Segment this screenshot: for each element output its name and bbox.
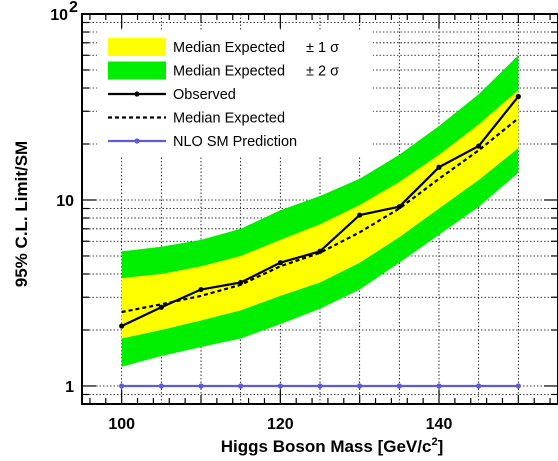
sm-prediction-point — [357, 383, 363, 389]
observed-point — [277, 260, 283, 266]
legend-marker — [134, 138, 140, 144]
y-axis-title: 95% C.L. Limit/SM — [12, 141, 31, 287]
legend-label: Median Expected — [173, 64, 285, 80]
legend-symbol: ± 1 σ — [306, 40, 339, 56]
observed-point — [238, 279, 244, 286]
x-tick-label: 120 — [267, 416, 294, 433]
observed-point — [515, 93, 521, 100]
sm-prediction-point — [396, 383, 402, 389]
sm-prediction-point — [436, 383, 442, 389]
legend: Median Expected ± 1 σ Median Expected ± 2 σ… — [97, 30, 373, 156]
sm-prediction-point — [476, 383, 482, 389]
observed-point — [119, 323, 125, 329]
observed-point — [198, 286, 204, 293]
legend-swatch — [108, 61, 166, 80]
x-axis-title-end: ] — [438, 437, 444, 456]
y-tick-label-superscript: 2 — [69, 0, 78, 16]
sm-prediction-point — [317, 383, 323, 389]
x-axis-title: Higgs Boson Mass [GeV/c2] — [221, 436, 443, 456]
y-tick-label: 1 — [65, 379, 74, 396]
data-series — [119, 55, 521, 389]
median-expected-line — [121, 117, 519, 314]
legend-marker — [134, 91, 140, 97]
legend-swatch — [108, 38, 166, 56]
legend-label: NLO SM Prediction — [173, 134, 297, 150]
observed-point — [476, 143, 482, 149]
x-tick-label: 140 — [426, 416, 453, 433]
sm-prediction-point — [158, 383, 164, 389]
legend-label: Median Expected — [173, 111, 285, 127]
sm-prediction-point — [198, 383, 204, 389]
x-axis-title-superscript: 2 — [431, 436, 437, 448]
band-1sigma — [121, 90, 519, 339]
y-tick-label: 10 — [56, 193, 74, 210]
sm-prediction-point — [119, 383, 125, 389]
legend-label: Observed — [173, 87, 236, 103]
x-tick-label: 100 — [108, 416, 135, 433]
observed-point — [158, 304, 164, 310]
legend-label: Median Expected — [173, 40, 285, 56]
y-tick-label: 10 — [50, 7, 68, 24]
observed-point — [357, 212, 363, 218]
sm-prediction-point — [515, 383, 521, 389]
legend-symbol: ± 2 σ — [306, 64, 339, 80]
sm-prediction-point — [238, 383, 244, 389]
observed-point — [436, 164, 442, 170]
sm-prediction-point — [277, 383, 283, 389]
